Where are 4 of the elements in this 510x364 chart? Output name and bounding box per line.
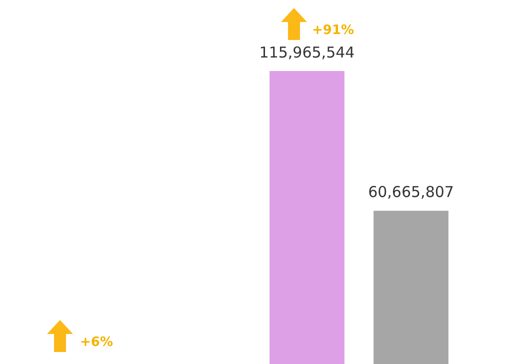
data-label: 60,665,807	[368, 183, 454, 202]
text: +91%	[312, 23, 354, 38]
data-label: 115,965,544	[259, 43, 355, 62]
text: +6%	[80, 335, 113, 350]
